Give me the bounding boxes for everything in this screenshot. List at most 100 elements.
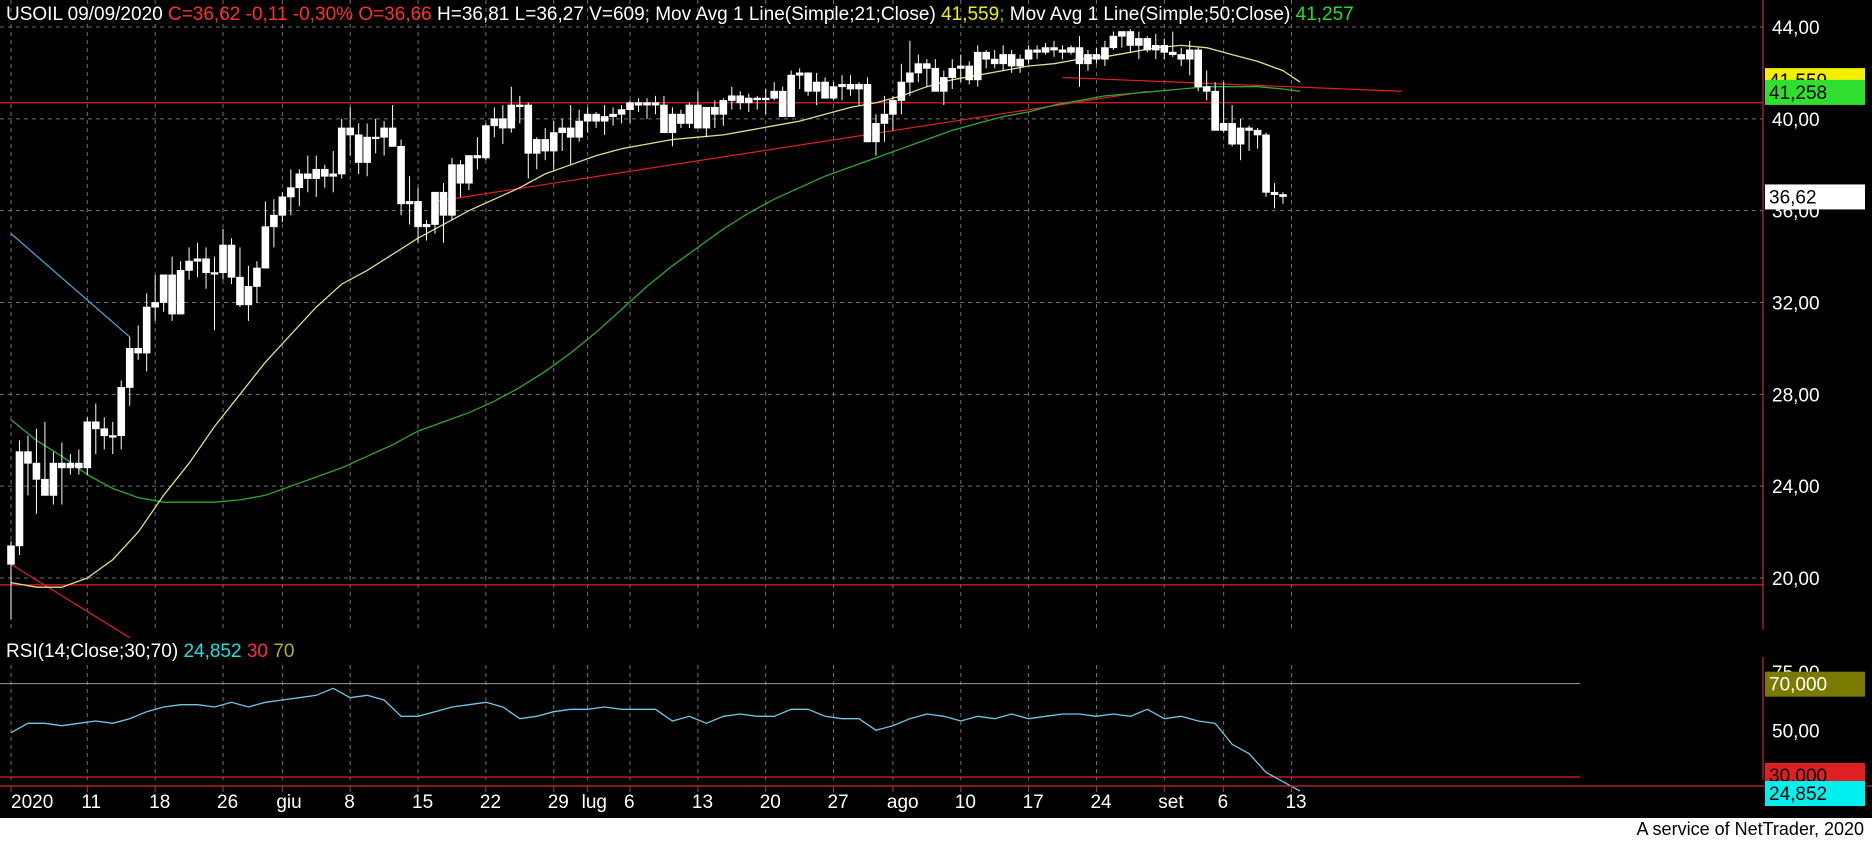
candle — [821, 77, 829, 99]
candle-body-down — [863, 83, 872, 143]
price-tick-label: 20,00 — [1772, 569, 1820, 590]
candle-body-up — [295, 173, 304, 189]
rsi-panel — [0, 683, 1580, 792]
candle-body-up — [872, 123, 880, 143]
candle-body-up — [770, 90, 778, 99]
candle — [736, 91, 745, 110]
candle-body-up — [719, 100, 728, 115]
candle — [253, 261, 261, 303]
candle — [1101, 40, 1109, 67]
candle — [1236, 118, 1245, 161]
candle-body-up — [956, 65, 965, 69]
candle — [1152, 33, 1160, 60]
candle — [448, 157, 456, 220]
candle-body-up — [795, 72, 804, 76]
candle-body-down — [566, 127, 575, 138]
candle — [168, 256, 176, 321]
candle-body-up — [405, 201, 414, 205]
candle — [439, 183, 448, 243]
date-tick-label: 11 — [81, 792, 101, 813]
candle — [948, 59, 957, 89]
date-tick-label: 24 — [1090, 792, 1112, 813]
candle — [728, 86, 736, 110]
symbol: USOIL — [6, 4, 63, 25]
candle-body-up — [1236, 127, 1245, 145]
close-badge-bg — [1765, 184, 1865, 210]
candle-body-up — [185, 260, 193, 271]
candle-body-up — [380, 127, 388, 138]
candle-body-up — [448, 164, 456, 216]
price-tick-label: 40,00 — [1772, 110, 1820, 131]
candle — [414, 187, 422, 243]
candle — [346, 107, 354, 156]
rsi-lower: 30 — [246, 641, 268, 662]
candle — [923, 59, 931, 87]
candle-body-up — [261, 226, 270, 269]
candle — [1126, 29, 1135, 53]
candle — [651, 95, 660, 115]
candle-body-up — [761, 97, 770, 101]
trendline — [1062, 76, 1402, 92]
candle — [193, 242, 202, 278]
candle-body-up — [617, 109, 626, 115]
candle-body-down — [1168, 51, 1177, 55]
moving-averages — [10, 44, 1301, 588]
candle — [1024, 45, 1033, 64]
candle — [1279, 192, 1287, 204]
candle-body-down — [821, 81, 829, 99]
trendline — [10, 233, 131, 338]
price-tick-label: 44,00 — [1772, 18, 1820, 39]
candle — [1143, 36, 1152, 53]
candle-body-up — [371, 136, 380, 140]
candle — [770, 82, 778, 101]
candle-body-up — [626, 102, 634, 111]
candle-body-up — [940, 77, 948, 92]
candle — [1202, 70, 1211, 101]
candle-body-down — [75, 462, 83, 469]
candle — [270, 199, 278, 248]
candle-body-up — [142, 306, 151, 354]
candle-body-down — [388, 127, 397, 147]
rsi-label: RSI(14;Close;30;70) — [6, 641, 179, 662]
candle — [7, 541, 15, 620]
candle — [660, 95, 668, 134]
candle — [1016, 54, 1024, 73]
candle-body-down — [1075, 47, 1084, 65]
candle — [1245, 125, 1253, 151]
candle-body-down — [1211, 90, 1219, 131]
candle-body-down — [592, 113, 600, 122]
candle-body-down — [990, 58, 999, 65]
date-tick-label: ago — [887, 792, 919, 813]
candle — [711, 100, 719, 129]
candle — [210, 256, 219, 331]
candle — [312, 155, 321, 197]
candle — [549, 121, 558, 170]
candle — [829, 82, 838, 101]
candle — [889, 95, 897, 131]
volume-value: V=609 — [589, 4, 645, 25]
candle-body-up — [108, 435, 117, 438]
candle — [1177, 47, 1186, 67]
candle-body-up — [176, 269, 185, 315]
candle — [1109, 31, 1118, 50]
candle — [261, 201, 270, 269]
candle — [15, 440, 24, 556]
date-tick-label: set — [1158, 792, 1184, 813]
candle-body-up — [278, 196, 287, 216]
candle-body-up — [575, 120, 583, 138]
date-tick-label: 6 — [1218, 792, 1229, 813]
ma50-line — [10, 86, 1301, 503]
candle — [354, 123, 363, 174]
candle-body-down — [846, 83, 855, 90]
candle-body-up — [914, 63, 923, 74]
candle — [694, 91, 702, 129]
candle — [846, 75, 855, 96]
candle-body-down — [651, 102, 660, 106]
candle-body-up — [159, 274, 168, 303]
candle-body-up — [558, 127, 566, 134]
candle — [812, 72, 821, 106]
candle-body-up — [1067, 47, 1075, 53]
trendline — [434, 90, 1148, 203]
